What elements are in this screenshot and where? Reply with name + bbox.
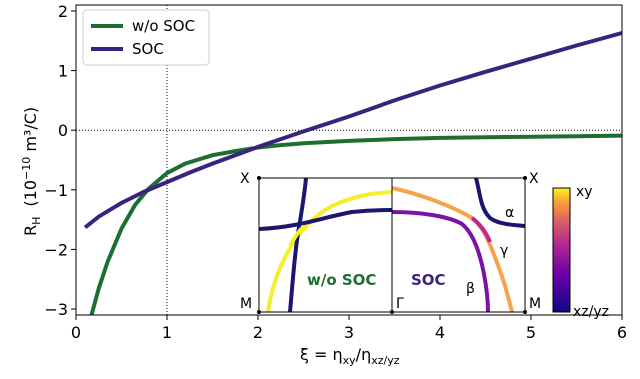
inset-label-x-left: X: [240, 171, 250, 187]
legend-label-soc: SOC: [132, 40, 164, 58]
inset-band-alpha: [474, 177, 526, 228]
inset-label-m-left: M: [240, 296, 252, 312]
inset-band-beta: [391, 210, 490, 313]
inset-band-label-alpha: α: [505, 205, 514, 221]
inset-label-gamma-point: Γ: [396, 296, 404, 312]
colorbar-top-label: xy: [576, 184, 593, 200]
x-tick-label: 4: [435, 323, 445, 342]
y-axis-ticks: −3 −2 −1 0 1 2: [44, 2, 76, 319]
inset-band-navy-horizontal: [258, 208, 393, 231]
inset-band-label-gamma: γ: [500, 243, 508, 259]
inset-panel-label-wo-soc: w/o SOC: [307, 271, 376, 289]
y-tick-label: −1: [44, 181, 68, 200]
y-tick-label: 0: [58, 121, 68, 140]
y-axis-label: RH(10−10 m³/C): [20, 107, 43, 236]
y-tick-label: −3: [44, 300, 68, 319]
y-tick-label: −2: [44, 240, 68, 259]
inset-band-yellow-overlap: [288, 224, 306, 247]
orbital-colorbar: xy xz/yz: [552, 184, 609, 320]
inset-band-yellow: [266, 190, 393, 313]
x-tick-label: 1: [162, 323, 172, 342]
fermi-surface-inset: X X M Γ M w/o SOC SOC α γ β: [240, 171, 541, 314]
inset-band-label-beta: β: [466, 281, 475, 297]
inset-label-m-right: M: [529, 296, 541, 312]
x-tick-label: 3: [344, 323, 354, 342]
inset-panel-label-soc: SOC: [411, 271, 446, 289]
x-axis-label: ξ = ηxy/ηxz/yz: [300, 345, 400, 367]
y-tick-label: 2: [58, 2, 68, 21]
series-line-soc: [83, 31, 623, 229]
x-tick-label: 2: [253, 323, 263, 342]
inset-label-x-right: X: [529, 171, 539, 187]
colorbar-bottom-label: xz/yz: [573, 304, 609, 320]
x-tick-label: 0: [71, 323, 81, 342]
inset-band-gamma-mid: [470, 216, 492, 243]
legend: w/o SOC SOC: [82, 9, 210, 66]
y-tick-label: 1: [58, 62, 68, 81]
x-tick-label: 5: [526, 323, 536, 342]
legend-label-wo-soc: w/o SOC: [132, 17, 195, 35]
inset-band-navy-vertical: [288, 177, 308, 313]
x-axis-ticks: 0 1 2 3 4 5 6: [71, 315, 627, 342]
x-tick-label: 6: [617, 323, 627, 342]
